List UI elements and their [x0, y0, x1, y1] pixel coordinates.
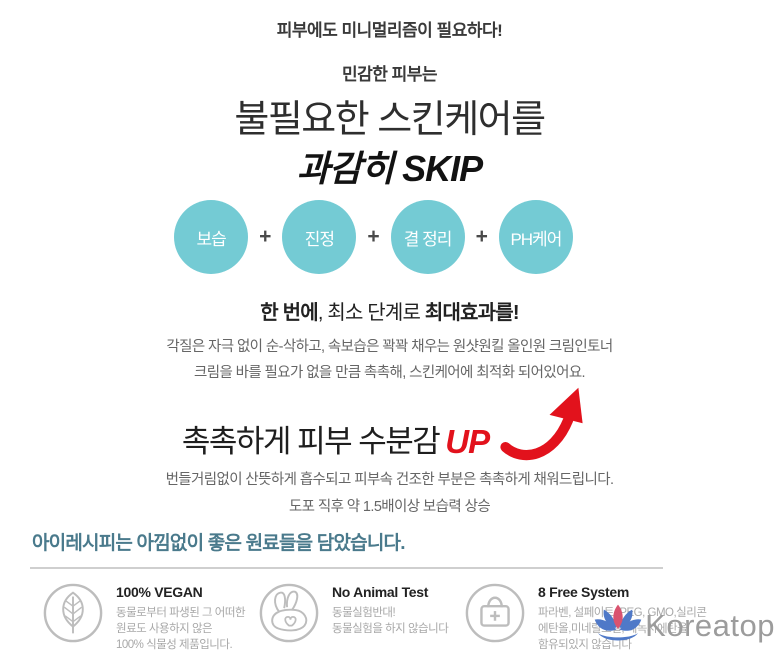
- effect-description-line1: 각질은 자극 없이 순-삭하고, 속보습은 꽉꽉 채우는 원샷원킬 올인원 크림…: [166, 339, 613, 355]
- effect-headline-mid: , 최소 단계로: [317, 302, 425, 324]
- moisture-headline-row: 촉촉하게 피부 수분감 UP: [0, 386, 779, 469]
- feature-no-animal-test-text: No Animal Test 동물실험반대! 동물실험을 하지 않습니다: [332, 582, 449, 637]
- watermark-text: Koreatop: [645, 607, 775, 643]
- feature-line: 동물로부터 파생된 그 어떠한: [116, 607, 246, 619]
- feature-line: 파라벤, 설페이트, PEG, GMO,실리콘: [538, 607, 707, 619]
- feature-8-free-text: 8 Free System 파라벤, 설페이트, PEG, GMO,실리콘 에탄…: [538, 582, 707, 652]
- plus-separator: +: [475, 225, 488, 248]
- page-title: 불필요한 스킨케어를: [234, 99, 546, 141]
- leaf-icon: [42, 582, 104, 649]
- subline: 민감한 피부는: [341, 65, 438, 84]
- feature-8-free-title: 8 Free System: [538, 584, 630, 600]
- moisture-headline: 촉촉하게 피부 수분감: [181, 424, 441, 459]
- benefit-circle-texture: 결 정리: [390, 200, 465, 274]
- feature-line: 원료도 사용하지 않은: [116, 623, 213, 635]
- benefit-circle-ph: PH케어: [498, 200, 573, 274]
- feature-vegan: 100% VEGAN 동물로부터 파생된 그 어떠한 원료도 사용하지 않은 1…: [42, 582, 258, 652]
- effect-description-line2: 크림을 바를 필요가 없을 만큼 촉촉해, 스킨케어에 최적화 되어있어요.: [193, 365, 586, 381]
- feature-vegan-text: 100% VEGAN 동물로부터 파생된 그 어떠한 원료도 사용하지 않은 1…: [116, 582, 246, 652]
- plus-separator: +: [367, 225, 380, 248]
- rabbit-icon: [258, 582, 320, 649]
- feature-line: 동물실험반대!: [332, 607, 396, 619]
- feature-list: 100% VEGAN 동물로부터 파생된 그 어떠한 원료도 사용하지 않은 1…: [42, 582, 762, 652]
- lotus-icon: [593, 602, 643, 649]
- feature-line: 함유되있지 않습니다: [538, 639, 632, 651]
- up-arrow-icon: [497, 386, 597, 469]
- effect-headline-bold1: 한 번에: [260, 302, 318, 324]
- moisture-stat: 도포 직후 약 1.5배이상 보습력 상승: [288, 499, 491, 515]
- benefit-circle-moisture: 보습: [174, 200, 249, 274]
- ingredients-heading: 아이레시피는 아낌없이 좋은 원료들을 담았습니다.: [32, 533, 405, 554]
- bag-icon: [464, 582, 526, 649]
- moisture-up-label: UP: [445, 423, 490, 460]
- feature-vegan-title: 100% VEGAN: [116, 584, 203, 600]
- feature-8-free: 8 Free System 파라벤, 설페이트, PEG, GMO,실리콘 에탄…: [464, 582, 714, 652]
- tagline: 피부에도 미니멀리즘이 필요하다!: [276, 21, 503, 40]
- section-divider: [30, 567, 663, 569]
- benefit-circle-soothing: 진정: [282, 200, 357, 274]
- watermark: Koreatop: [593, 602, 775, 649]
- effect-description: 각질은 자극 없이 순-삭하고, 속보습은 꽉꽉 채우는 원샷원킬 올인원 크림…: [0, 334, 779, 386]
- plus-separator: +: [259, 225, 272, 248]
- effect-headline: 한 번에, 최소 단계로 최대효과를!: [0, 296, 779, 325]
- feature-line: 동물실험을 하지 않습니다: [332, 623, 449, 635]
- feature-no-animal-test-title: No Animal Test: [332, 584, 429, 600]
- moisture-description: 번들거림없이 산뜻하게 흡수되고 피부속 건조한 부분은 촉촉하게 채워드립니다…: [165, 472, 614, 488]
- feature-line: 100% 식물성 제품입니다.: [116, 639, 233, 651]
- effect-headline-bold2: 최대효과를!: [424, 302, 520, 324]
- page-title-emphasis: 과감히 SKIP: [296, 148, 483, 189]
- benefit-circles: 보습 + 진정 + 결 정리 + PH케어: [0, 200, 763, 274]
- feature-no-animal-test: No Animal Test 동물실험반대! 동물실험을 하지 않습니다: [258, 582, 464, 652]
